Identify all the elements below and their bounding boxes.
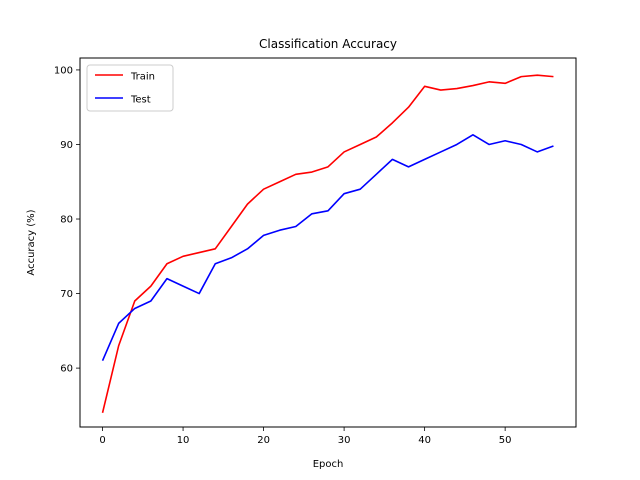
x-tick-label: 20 [257, 435, 270, 446]
x-tick-label: 40 [418, 435, 431, 446]
y-tick-label: 70 [60, 289, 73, 300]
legend-box [86, 64, 174, 112]
x-tick-label: 0 [99, 435, 105, 446]
x-axis-label: Epoch [313, 459, 344, 470]
series-line-train [101, 74, 554, 414]
plot-frame [79, 57, 577, 428]
legend-label-train: Train [130, 72, 155, 83]
y-tick-label: 60 [60, 364, 73, 375]
y-tick-label: 90 [60, 140, 73, 151]
series-group [101, 74, 554, 414]
y-tick-label: 100 [54, 65, 73, 76]
x-tick-label: 30 [338, 435, 351, 446]
x-tick-label: 50 [499, 435, 512, 446]
legend-label-test: Test [130, 95, 151, 106]
y-axis-ticks: 60 70 80 90 100 [54, 65, 80, 375]
series-line-test [101, 133, 554, 361]
x-axis-ticks: 0 10 20 30 40 50 [99, 427, 512, 446]
chart-title: Classification Accuracy [259, 37, 397, 51]
y-tick-label: 80 [60, 215, 73, 226]
x-tick-label: 10 [177, 435, 190, 446]
legend: Train Test [86, 64, 174, 112]
y-axis-label: Accuracy (%) [26, 209, 37, 275]
